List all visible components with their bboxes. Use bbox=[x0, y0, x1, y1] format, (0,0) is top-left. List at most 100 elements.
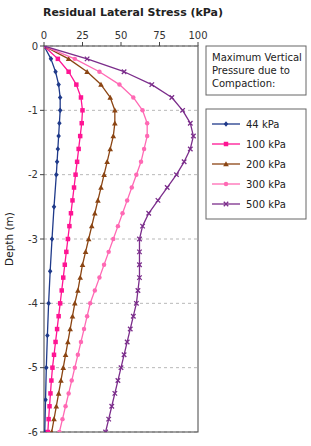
point bbox=[69, 378, 73, 382]
point bbox=[66, 69, 70, 73]
point bbox=[125, 340, 129, 344]
point bbox=[49, 378, 53, 382]
point bbox=[137, 237, 141, 241]
point bbox=[73, 172, 77, 176]
series bbox=[44, 46, 85, 432]
tick-label: -6 bbox=[28, 427, 38, 438]
series bbox=[44, 46, 62, 432]
point bbox=[56, 146, 60, 152]
point bbox=[84, 69, 90, 74]
point bbox=[156, 198, 160, 202]
point bbox=[170, 95, 174, 99]
series bbox=[44, 46, 149, 432]
legend-label: 500 kPa bbox=[246, 199, 286, 210]
legend-marker bbox=[224, 182, 228, 186]
point bbox=[102, 262, 106, 266]
point bbox=[76, 353, 80, 357]
point bbox=[79, 95, 83, 99]
tick-label: -1 bbox=[28, 105, 38, 116]
point bbox=[191, 134, 195, 138]
point bbox=[140, 108, 144, 112]
tick bbox=[198, 42, 199, 46]
point bbox=[50, 365, 54, 369]
point bbox=[73, 57, 77, 61]
tick bbox=[121, 42, 122, 46]
point bbox=[120, 211, 124, 215]
point bbox=[145, 121, 149, 125]
point bbox=[53, 69, 57, 75]
point bbox=[52, 353, 56, 357]
point bbox=[117, 82, 121, 86]
point bbox=[111, 133, 117, 138]
series-line bbox=[44, 46, 115, 432]
tick-label: -2 bbox=[28, 169, 38, 180]
point bbox=[140, 224, 144, 228]
point bbox=[74, 82, 78, 86]
point bbox=[56, 82, 60, 88]
point bbox=[125, 198, 129, 202]
legend-marker bbox=[224, 202, 228, 206]
point bbox=[104, 159, 110, 164]
point bbox=[55, 327, 59, 331]
point bbox=[137, 262, 141, 266]
series-line bbox=[44, 46, 193, 432]
legend-marker bbox=[224, 142, 228, 146]
point bbox=[174, 172, 178, 176]
series bbox=[44, 46, 196, 432]
point bbox=[60, 417, 64, 421]
point bbox=[131, 95, 135, 99]
point bbox=[44, 365, 48, 371]
point bbox=[46, 430, 50, 432]
tick bbox=[40, 110, 44, 111]
point bbox=[44, 397, 48, 403]
point bbox=[112, 108, 118, 113]
point bbox=[134, 301, 138, 305]
point bbox=[188, 121, 192, 125]
tick-label: 0 bbox=[32, 41, 38, 52]
tick bbox=[40, 303, 44, 304]
legend-title-line: Compaction: bbox=[212, 78, 275, 89]
point bbox=[119, 365, 123, 369]
point bbox=[88, 301, 92, 305]
legend-marker bbox=[224, 121, 228, 127]
point bbox=[101, 172, 107, 177]
series-line bbox=[44, 46, 147, 432]
point bbox=[83, 249, 89, 254]
tick bbox=[40, 239, 44, 240]
point bbox=[75, 288, 81, 293]
tick-label: 50 bbox=[115, 30, 128, 41]
legend-label: 100 kPa bbox=[246, 139, 286, 150]
point bbox=[116, 224, 120, 228]
tick bbox=[44, 42, 45, 46]
grid bbox=[44, 46, 198, 432]
point bbox=[106, 250, 110, 254]
point bbox=[130, 185, 134, 189]
point bbox=[113, 391, 117, 395]
point bbox=[56, 133, 60, 139]
point bbox=[73, 365, 77, 369]
point bbox=[107, 146, 113, 151]
point bbox=[97, 275, 101, 279]
point bbox=[76, 147, 80, 151]
point bbox=[52, 204, 56, 210]
point bbox=[58, 378, 64, 383]
point bbox=[48, 268, 52, 274]
legend-label: 300 kPa bbox=[246, 179, 286, 190]
title: Residual Lateral Stress (kPa) bbox=[43, 6, 223, 19]
series-line bbox=[44, 46, 83, 432]
point bbox=[57, 120, 61, 126]
point bbox=[131, 314, 135, 318]
point bbox=[80, 262, 86, 267]
point bbox=[70, 198, 74, 202]
point bbox=[122, 69, 126, 73]
point bbox=[111, 237, 115, 241]
point bbox=[112, 120, 118, 125]
point bbox=[56, 314, 60, 318]
tick-label: 75 bbox=[153, 30, 166, 41]
point bbox=[97, 69, 101, 73]
point bbox=[165, 185, 169, 189]
point bbox=[188, 147, 192, 151]
point bbox=[78, 134, 82, 138]
point bbox=[58, 301, 62, 305]
grid-line bbox=[44, 110, 198, 111]
